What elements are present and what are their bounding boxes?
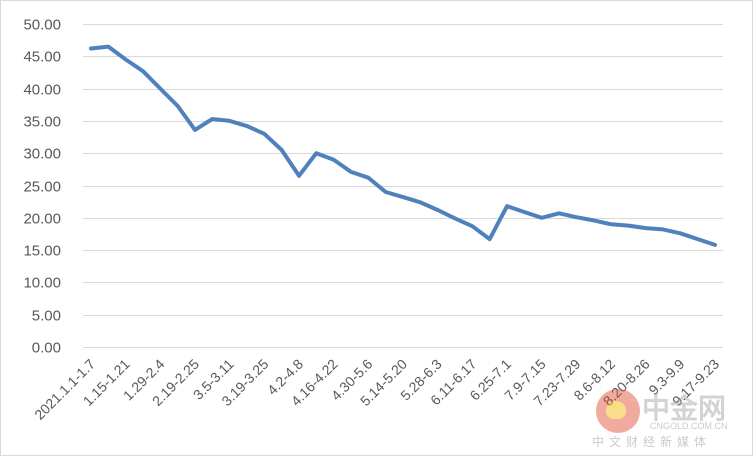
y-tick-label: 40.00 — [23, 82, 61, 99]
x-axis-tick-labels: 2021.1.1-1.71.15-1.211.29-2.42.19-2.253.… — [31, 356, 722, 423]
y-tick-label: 5.00 — [32, 308, 61, 325]
y-tick-label: 45.00 — [23, 49, 61, 66]
gridlines — [83, 24, 723, 348]
series-layer — [89, 44, 717, 247]
y-tick-label: 35.00 — [23, 114, 61, 131]
y-axis-tick-labels: 0.00 5.00 10.00 15.00 20.00 25.00 30.00 35.00 40… — [23, 17, 61, 357]
y-tick-label: 30.00 — [23, 146, 61, 163]
y-tick-label: 50.00 — [23, 17, 61, 34]
y-tick-label: 20.00 — [23, 211, 61, 228]
y-tick-label: 25.00 — [23, 179, 61, 196]
series-line — [89, 44, 717, 247]
y-tick-label: 10.00 — [23, 275, 61, 292]
y-tick-label: 15.00 — [23, 243, 61, 260]
y-tick-label: 0.00 — [32, 340, 61, 357]
